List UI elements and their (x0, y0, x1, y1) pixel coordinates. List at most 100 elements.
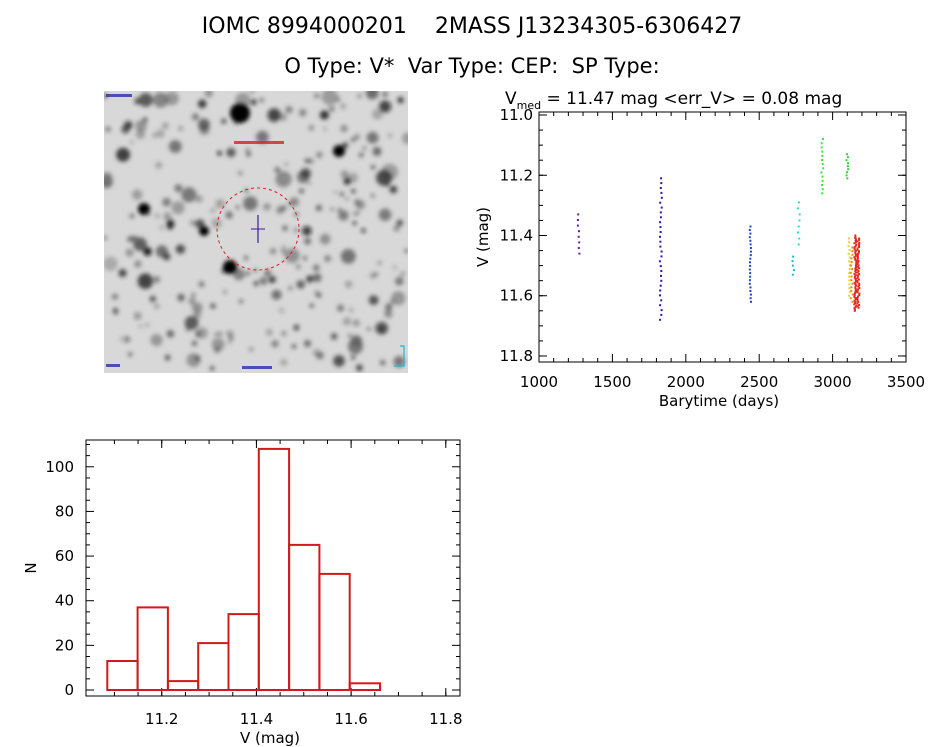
data-point (853, 247, 856, 250)
star (192, 302, 203, 313)
data-point (854, 270, 857, 273)
data-point (854, 244, 857, 247)
data-point (849, 297, 852, 300)
star (195, 219, 205, 229)
bright-star (138, 203, 150, 215)
data-point (821, 188, 824, 191)
star (210, 207, 216, 214)
compass-icon (394, 345, 405, 367)
data-point (749, 264, 752, 267)
star (342, 317, 352, 326)
data-point (846, 165, 849, 168)
data-point (854, 288, 857, 291)
star (376, 169, 393, 186)
data-point (856, 255, 859, 258)
data-point (749, 272, 752, 275)
data-point (858, 292, 861, 295)
star (233, 268, 245, 281)
object-type-line: O Type: V* Var Type: CEP: SP Type: (284, 54, 660, 78)
data-point (659, 235, 661, 238)
data-point (850, 286, 853, 289)
star (126, 237, 132, 242)
star (205, 91, 213, 97)
data-point (796, 231, 799, 234)
star (389, 185, 398, 194)
star (304, 158, 310, 163)
star (362, 146, 367, 151)
finder-scale-label (242, 366, 272, 369)
data-point (749, 290, 752, 292)
star (361, 228, 366, 233)
data-point (797, 243, 800, 246)
star (153, 303, 160, 310)
star (304, 237, 312, 245)
data-point (854, 300, 857, 303)
data-point (854, 249, 857, 252)
data-point (659, 240, 662, 243)
finder-corner-label-bl (106, 364, 120, 367)
star (214, 332, 219, 337)
star (401, 132, 408, 145)
data-point (660, 274, 662, 277)
data-point (576, 224, 579, 227)
data-point (857, 278, 860, 281)
star (129, 140, 135, 145)
star (366, 326, 372, 332)
star (352, 211, 358, 217)
data-point (821, 159, 823, 161)
bright-star (333, 145, 345, 157)
star (119, 337, 124, 341)
data-point (848, 294, 851, 297)
data-point (848, 241, 851, 244)
data-point (798, 237, 801, 240)
star (366, 91, 379, 100)
data-point (850, 289, 853, 292)
star (226, 330, 233, 338)
data-point (857, 253, 859, 256)
star (191, 292, 196, 298)
light-curve-axes: 1000 1500 2000 2500 3000 3500 11.0 11.2 11.4 11.6… (500, 106, 926, 391)
data-point (849, 264, 852, 267)
star (145, 322, 150, 327)
data-point (851, 250, 854, 253)
histogram-ylabel: N (22, 562, 40, 573)
data-point (660, 309, 663, 312)
data-point (858, 243, 861, 246)
data-point (853, 303, 856, 306)
data-point (847, 162, 849, 165)
data-point (858, 241, 861, 244)
data-point (658, 260, 661, 263)
data-point (847, 252, 850, 255)
data-point (660, 191, 663, 194)
star (316, 351, 324, 360)
data-point (851, 300, 854, 303)
star (135, 129, 146, 139)
data-point (820, 142, 823, 145)
data-point (660, 206, 663, 209)
star (152, 132, 158, 138)
star (150, 334, 163, 347)
star (330, 333, 338, 340)
data-point (660, 279, 663, 282)
star (191, 113, 199, 121)
data-point (659, 201, 662, 204)
y-tick-label: 40 (55, 592, 74, 610)
star (351, 189, 356, 194)
star (324, 255, 331, 262)
star (356, 364, 363, 372)
x-tick-label: 11.4 (240, 710, 273, 728)
star (185, 326, 191, 332)
data-point (659, 294, 661, 297)
histogram-bar (348, 682, 382, 691)
data-point (856, 302, 859, 305)
star (178, 126, 183, 131)
star (388, 133, 392, 138)
data-point (856, 279, 859, 282)
data-point (659, 289, 662, 292)
data-point (853, 293, 856, 296)
data-point (660, 182, 663, 185)
star (312, 264, 320, 272)
star (354, 134, 360, 140)
star (248, 347, 254, 352)
data-point (821, 150, 824, 153)
